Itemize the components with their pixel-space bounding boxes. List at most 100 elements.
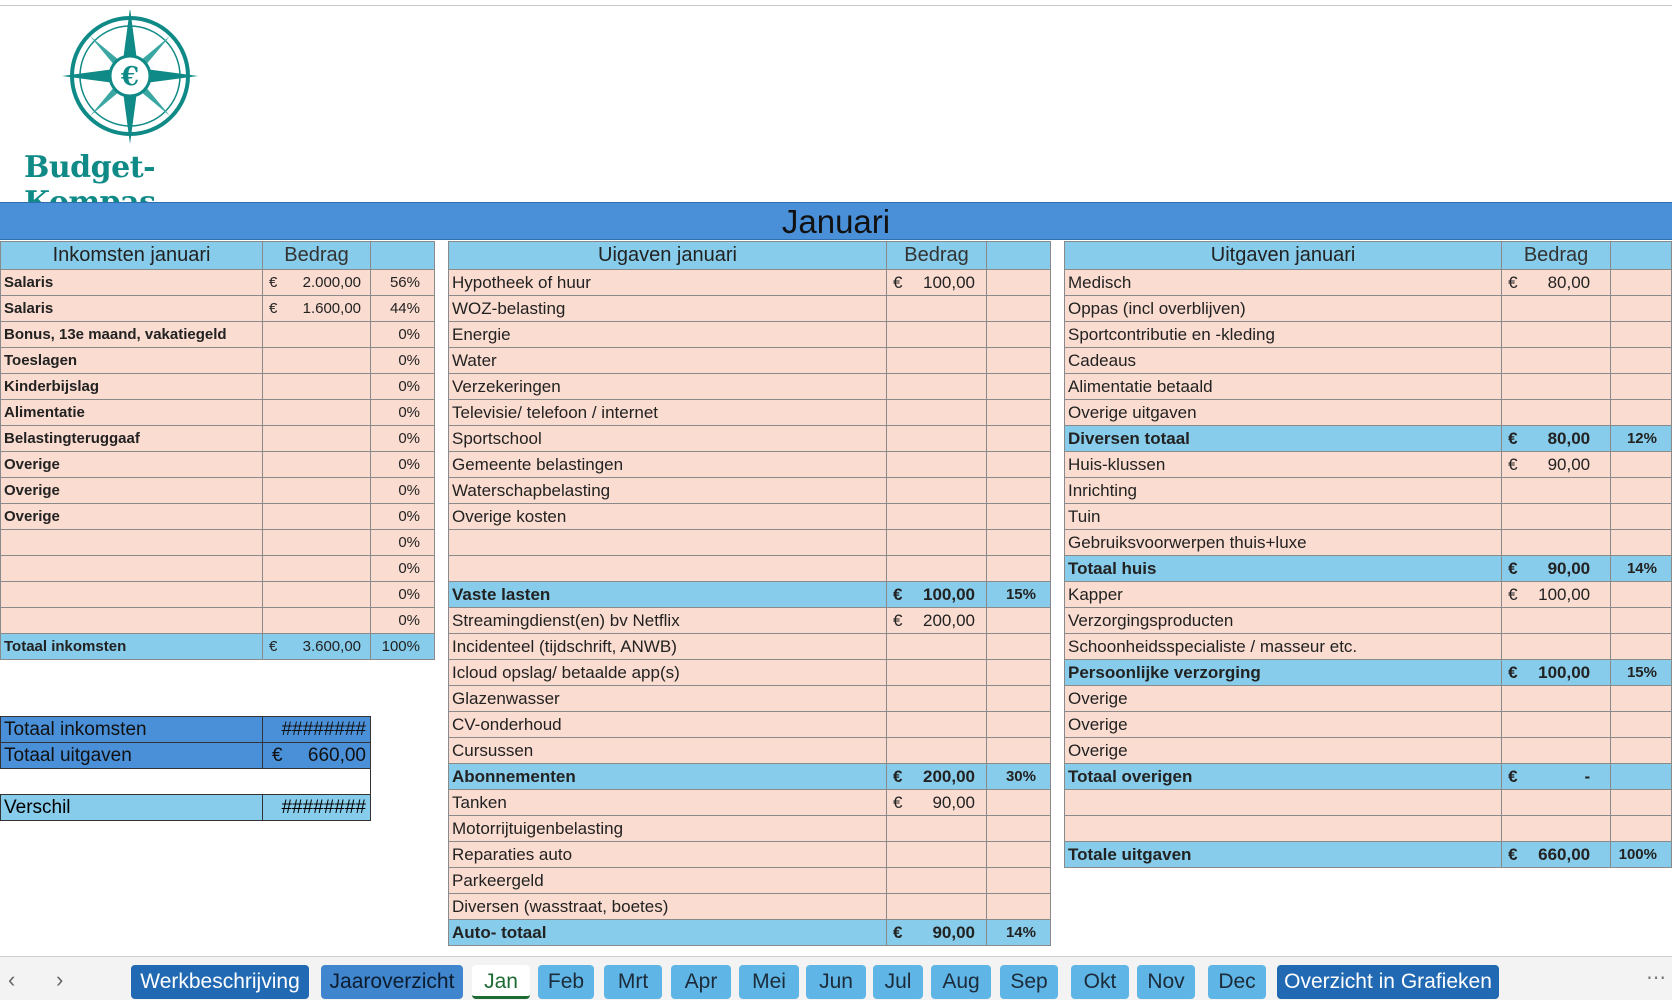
row-label[interactable]: Overige	[1063, 685, 1503, 712]
row-amount-cell[interactable]	[262, 581, 371, 608]
row-percent[interactable]: 0%	[370, 451, 435, 478]
row-percent[interactable]: 14%	[1610, 555, 1672, 582]
row-amount-cell[interactable]	[1501, 347, 1612, 374]
row-percent[interactable]	[1610, 451, 1672, 478]
row-label[interactable]: Inrichting	[1063, 477, 1503, 504]
column-header-category[interactable]: Uitgaven januari	[1063, 241, 1503, 270]
row-label[interactable]: Icloud opslag/ betaalde app(s)	[448, 659, 887, 686]
total-expenses-label[interactable]: Totaal uitgaven	[0, 742, 263, 769]
column-header-percent[interactable]	[986, 241, 1051, 270]
row-amount-cell[interactable]	[262, 555, 371, 582]
row-label[interactable]: Vaste lasten	[448, 581, 887, 608]
row-label[interactable]: Alimentatie	[0, 399, 263, 426]
row-label[interactable]: Totaal huis	[1063, 555, 1503, 582]
row-amount-cell[interactable]	[886, 451, 987, 478]
row-label[interactable]: CV-onderhoud	[448, 711, 887, 738]
row-amount-cell[interactable]	[262, 321, 371, 348]
row-label[interactable]: Alimentatie betaald	[1063, 373, 1503, 400]
row-amount-cell[interactable]: €80,00	[1501, 425, 1612, 452]
row-amount-cell[interactable]: €200,00	[886, 763, 987, 790]
row-percent[interactable]: 15%	[1610, 659, 1672, 686]
row-percent[interactable]	[1610, 581, 1672, 608]
row-percent[interactable]	[986, 789, 1051, 816]
row-percent[interactable]	[1610, 711, 1672, 738]
row-amount-cell[interactable]: €100,00	[1501, 581, 1612, 608]
row-label[interactable]: Schoonheidsspecialiste / masseur etc.	[1063, 633, 1503, 660]
row-percent[interactable]	[986, 607, 1051, 634]
row-amount-cell[interactable]	[262, 529, 371, 556]
row-label[interactable]: Glazenwasser	[448, 685, 887, 712]
row-label[interactable]: Energie	[448, 321, 887, 348]
row-amount-cell[interactable]: €1.600,00	[262, 295, 371, 322]
row-percent[interactable]	[1610, 503, 1672, 530]
row-label[interactable]: Overige kosten	[448, 503, 887, 530]
row-percent[interactable]: 0%	[370, 399, 435, 426]
row-label[interactable]: Waterschapbelasting	[448, 477, 887, 504]
row-percent[interactable]: 12%	[1610, 425, 1672, 452]
row-amount-cell[interactable]	[886, 477, 987, 504]
row-percent[interactable]	[986, 425, 1051, 452]
row-amount-cell[interactable]	[1501, 477, 1612, 504]
sheet-tab-jun[interactable]: Jun	[806, 965, 866, 999]
row-amount-cell[interactable]: €90,00	[886, 919, 987, 946]
row-label[interactable]: Televisie/ telefoon / internet	[448, 399, 887, 426]
row-label[interactable]: Totaal overigen	[1063, 763, 1503, 790]
row-label[interactable]: Water	[448, 347, 887, 374]
row-percent[interactable]: 0%	[370, 607, 435, 634]
row-label[interactable]: Toeslagen	[0, 347, 263, 374]
row-label[interactable]: Tanken	[448, 789, 887, 816]
row-amount-cell[interactable]	[1501, 503, 1612, 530]
row-percent[interactable]: 0%	[370, 425, 435, 452]
row-label[interactable]: Kinderbijslag	[0, 373, 263, 400]
row-percent[interactable]	[986, 867, 1051, 894]
row-label[interactable]: Incidenteel (tijdschrift, ANWB)	[448, 633, 887, 660]
row-percent[interactable]	[1610, 373, 1672, 400]
row-label[interactable]: Salaris	[0, 295, 263, 322]
row-label[interactable]: Reparaties auto	[448, 841, 887, 868]
sheet-tab-aug[interactable]: Aug	[931, 965, 991, 999]
row-amount-cell[interactable]	[1501, 815, 1612, 842]
sheet-tab-jaaroverzicht[interactable]: Jaaroverzicht	[321, 965, 463, 999]
row-amount-cell[interactable]	[1501, 711, 1612, 738]
row-amount-cell[interactable]	[886, 425, 987, 452]
row-amount-cell[interactable]	[1501, 607, 1612, 634]
row-percent[interactable]	[986, 555, 1051, 582]
row-label[interactable]: Streamingdienst(en) bv Netflix	[448, 607, 887, 634]
row-label[interactable]: Hypotheek of huur	[448, 269, 887, 296]
row-percent[interactable]	[986, 269, 1051, 296]
row-amount-cell[interactable]: €90,00	[1501, 451, 1612, 478]
row-label[interactable]: Persoonlijke verzorging	[1063, 659, 1503, 686]
total-expenses-cell[interactable]: € 660,00	[262, 742, 371, 769]
row-amount-cell[interactable]	[1501, 737, 1612, 764]
row-percent[interactable]: 0%	[370, 373, 435, 400]
column-header-amount[interactable]: Bedrag	[262, 241, 371, 270]
row-label[interactable]: Verzorgingsproducten	[1063, 607, 1503, 634]
row-amount-cell[interactable]	[886, 399, 987, 426]
row-label[interactable]: WOZ-belasting	[448, 295, 887, 322]
row-percent[interactable]	[986, 295, 1051, 322]
row-percent[interactable]	[986, 737, 1051, 764]
row-label[interactable]: Parkeergeld	[448, 867, 887, 894]
row-amount-cell[interactable]	[1501, 373, 1612, 400]
row-label[interactable]: Oppas (incl overblijven)	[1063, 295, 1503, 322]
row-label[interactable]: Overige uitgaven	[1063, 399, 1503, 426]
sheet-tab-mrt[interactable]: Mrt	[604, 965, 662, 999]
row-percent[interactable]: 14%	[986, 919, 1051, 946]
row-label[interactable]: Gebruiksvoorwerpen thuis+luxe	[1063, 529, 1503, 556]
row-amount-cell[interactable]: €90,00	[1501, 555, 1612, 582]
row-label[interactable]	[0, 555, 263, 582]
row-label[interactable]	[1063, 815, 1503, 842]
row-amount-cell[interactable]: €100,00	[886, 269, 987, 296]
row-percent[interactable]: 30%	[986, 763, 1051, 790]
row-label[interactable]: Gemeente belastingen	[448, 451, 887, 478]
row-percent[interactable]	[986, 347, 1051, 374]
month-title[interactable]: Januari	[0, 202, 1672, 240]
row-percent[interactable]: 0%	[370, 321, 435, 348]
row-amount-cell[interactable]	[886, 711, 987, 738]
row-label[interactable]: Totaal inkomsten	[0, 633, 263, 660]
row-label[interactable]: Cadeaus	[1063, 347, 1503, 374]
row-amount-cell[interactable]	[262, 503, 371, 530]
row-label[interactable]: Huis-klussen	[1063, 451, 1503, 478]
row-amount-cell[interactable]	[886, 893, 987, 920]
row-percent[interactable]	[1610, 815, 1672, 842]
